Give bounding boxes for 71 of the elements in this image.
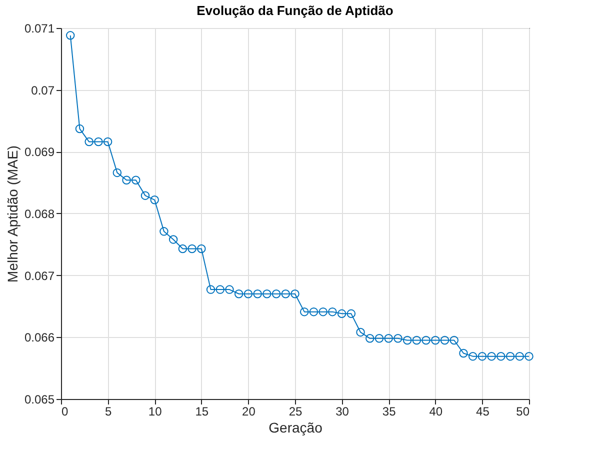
point	[262, 290, 272, 298]
point	[272, 290, 281, 298]
point	[346, 309, 356, 318]
y-tick-label: 0.071	[24, 22, 55, 36]
point	[337, 309, 346, 318]
point	[281, 290, 290, 298]
point	[160, 227, 168, 236]
y-tick-label: 0.068	[24, 207, 55, 221]
point	[290, 290, 300, 298]
point	[103, 137, 112, 146]
point	[487, 352, 496, 361]
point	[253, 290, 262, 298]
point	[216, 285, 224, 294]
y-tick-label: 0.065	[24, 392, 55, 406]
y-tick-label: 0.07	[31, 83, 55, 98]
point	[496, 352, 506, 361]
point	[225, 285, 234, 294]
point	[300, 307, 309, 316]
point	[394, 334, 402, 343]
x-tick-label: 20	[242, 404, 256, 418]
point	[515, 352, 524, 361]
y-axis-title: Melhor Aptidão (MAE)	[4, 146, 20, 282]
point	[244, 290, 253, 298]
x-tick-label: 15	[195, 404, 209, 418]
x-tick-label: 10	[148, 404, 162, 418]
point	[450, 336, 458, 345]
point	[402, 336, 412, 345]
point	[524, 352, 534, 361]
point	[94, 137, 103, 146]
x-tick-label: 40	[429, 404, 443, 418]
point	[356, 328, 365, 337]
y-tick-label: 0.069	[24, 145, 55, 160]
point	[132, 176, 140, 184]
point	[66, 31, 75, 40]
x-tick-label: 35	[382, 404, 396, 418]
point	[309, 307, 318, 316]
point	[468, 352, 478, 361]
point	[384, 334, 393, 343]
x-tick-label: 25	[288, 404, 302, 418]
point	[84, 137, 94, 146]
x-axis-title: Geração	[268, 420, 323, 436]
point	[412, 336, 422, 345]
point	[318, 307, 328, 316]
x-tick-label: 30	[336, 404, 350, 418]
point	[168, 235, 178, 244]
x-tick-label: 5	[104, 404, 112, 418]
point	[75, 124, 84, 134]
point	[197, 244, 206, 254]
x-tick-label: 0	[62, 404, 68, 418]
point	[478, 352, 487, 361]
point	[366, 334, 374, 343]
chart-title: Evolução da Função de Aptidão	[196, 3, 394, 18]
y-tick-label: 0.066	[24, 330, 55, 345]
point	[459, 348, 468, 358]
point	[234, 290, 244, 298]
point	[150, 196, 159, 204]
point	[422, 336, 430, 345]
point	[188, 244, 196, 254]
point	[122, 176, 131, 184]
point	[178, 244, 188, 254]
point	[431, 336, 440, 345]
point	[506, 352, 515, 361]
point	[328, 307, 337, 316]
point	[112, 168, 122, 178]
point	[440, 336, 450, 345]
x-tick-label: 45	[476, 404, 490, 418]
point	[140, 191, 150, 200]
y-tick-label: 0.067	[24, 268, 55, 283]
point	[374, 334, 384, 343]
point	[206, 285, 216, 294]
x-tick-label: 50	[516, 404, 530, 418]
